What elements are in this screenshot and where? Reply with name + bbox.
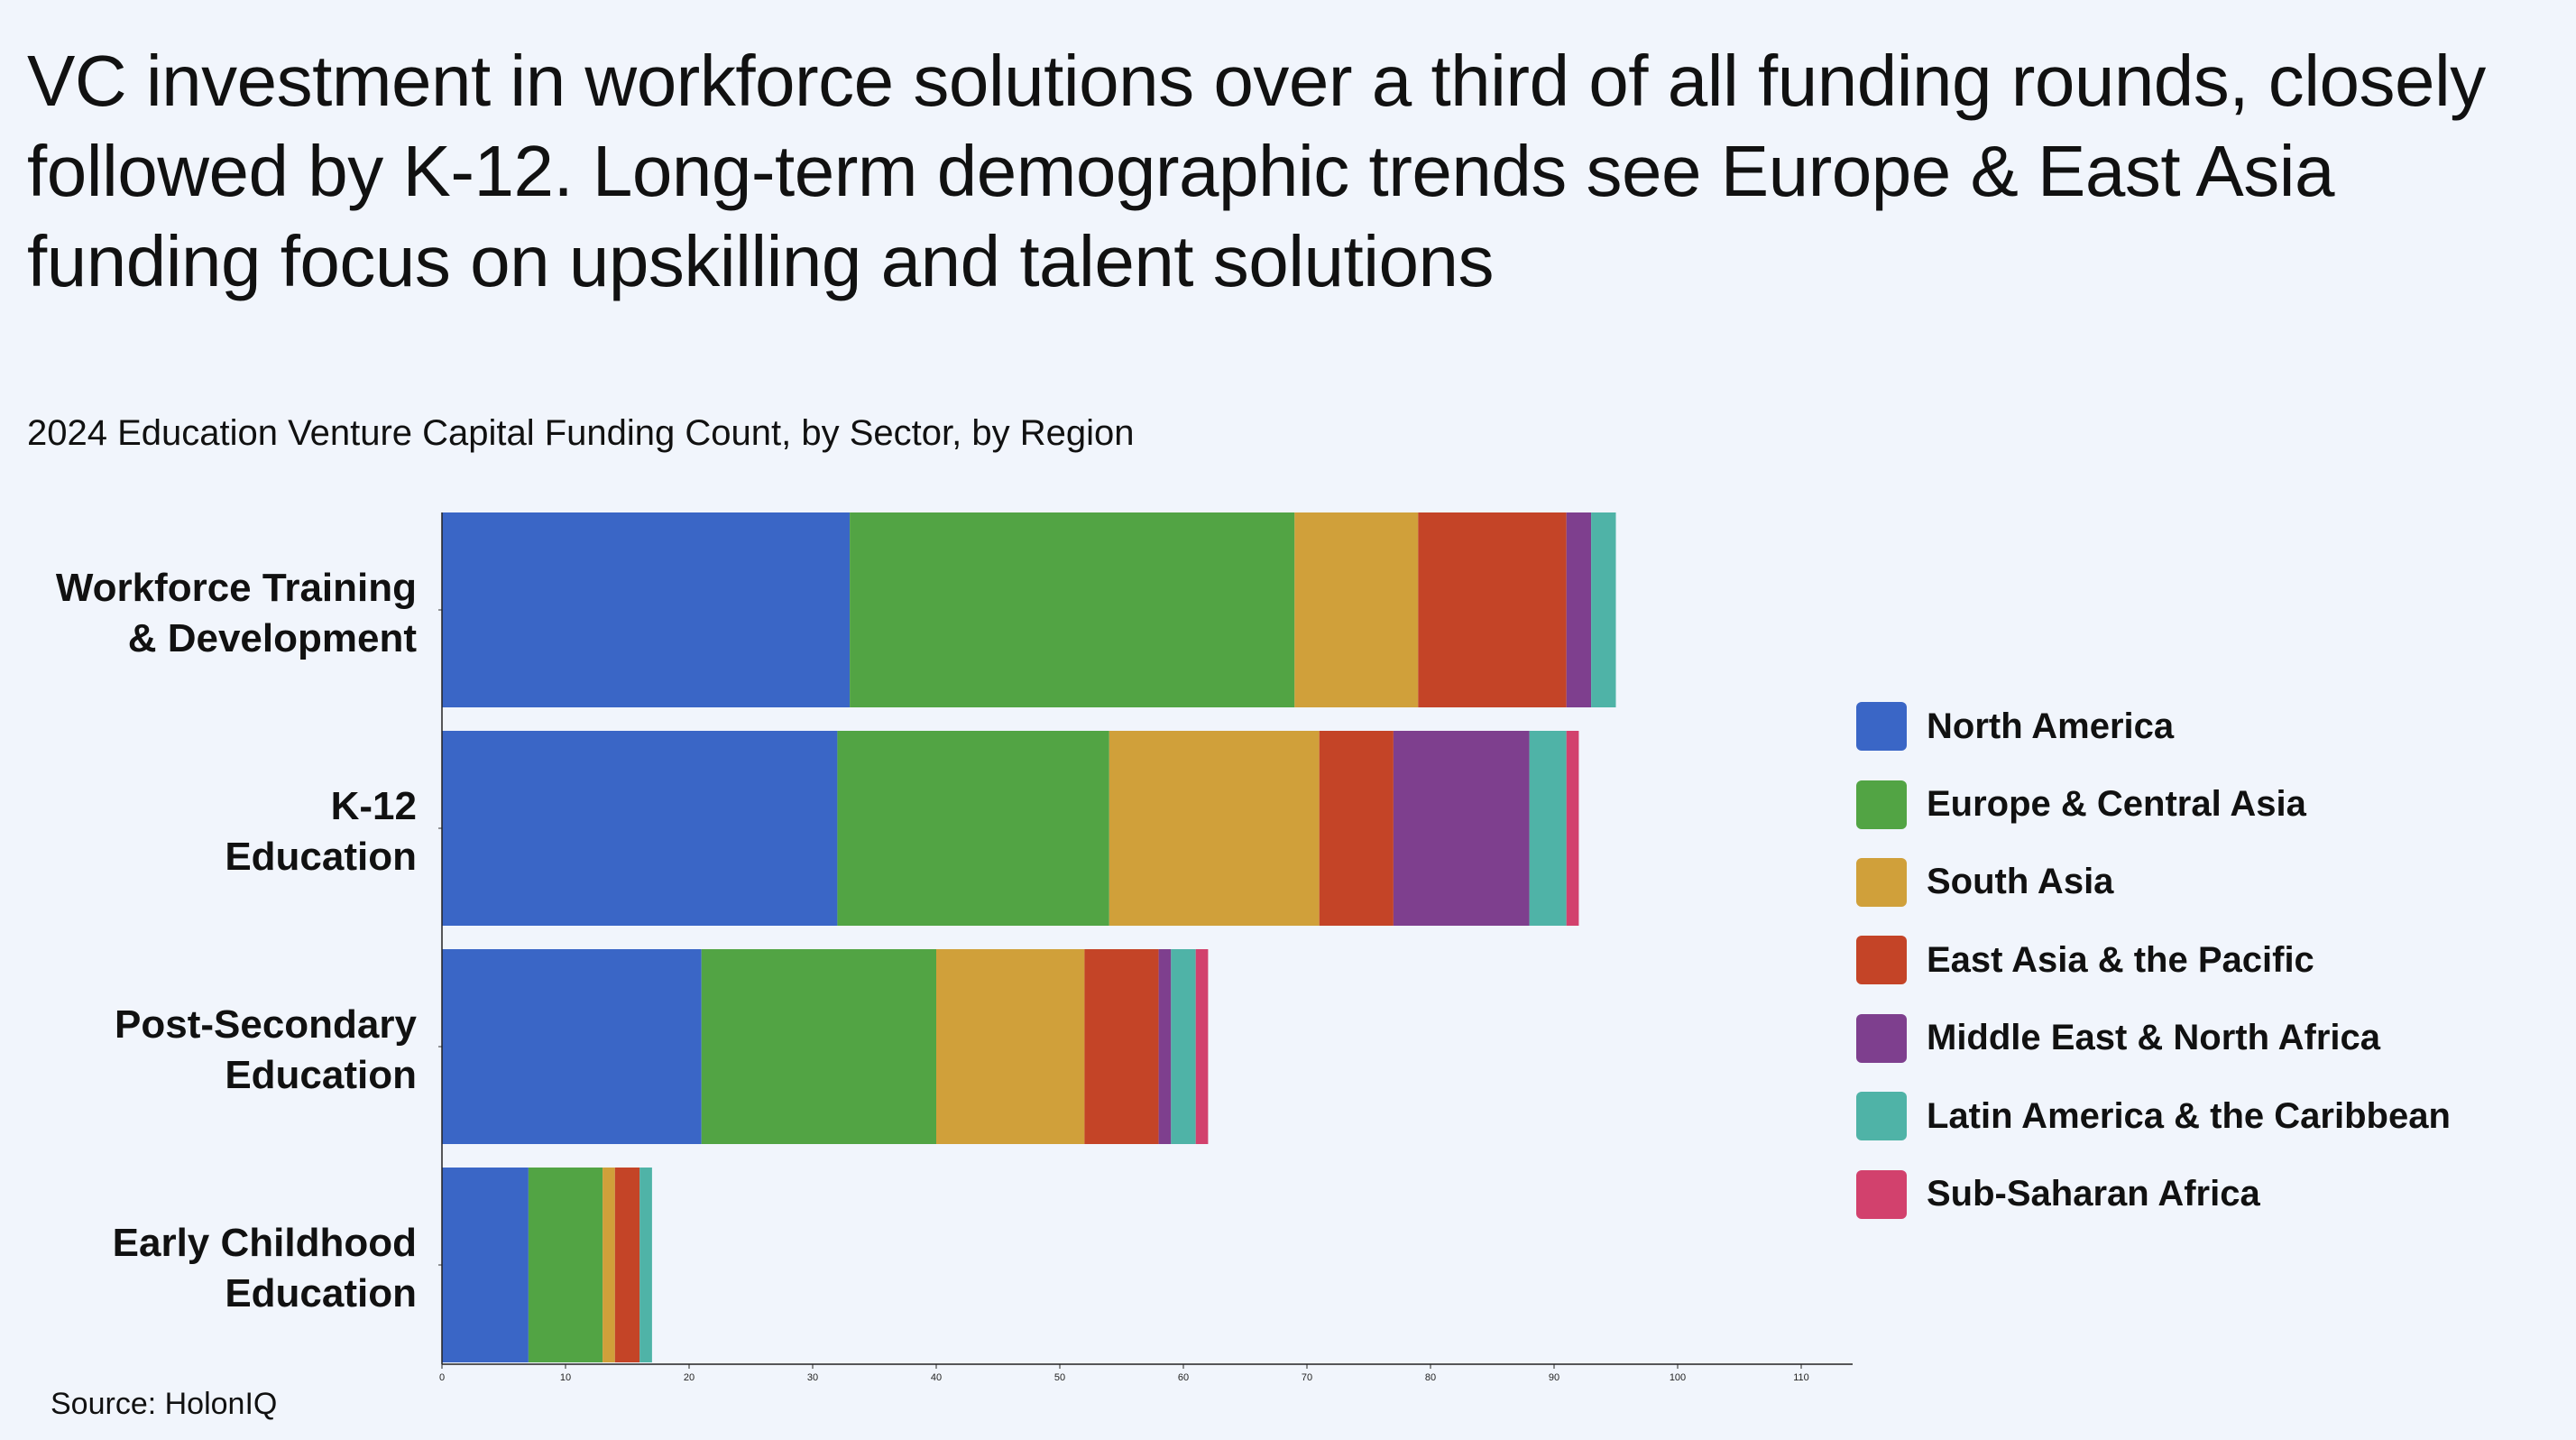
- x-tick-label: 40: [931, 1372, 942, 1383]
- bar-segment-latin-america-and-the-caribbean: [1171, 949, 1196, 1144]
- bar-segment-middle-east-and-north-africa: [1566, 512, 1592, 707]
- legend-item: Middle East & North Africa: [1856, 1000, 2451, 1077]
- legend-swatch: [1856, 857, 1907, 907]
- legend-label: Middle East & North Africa: [1927, 1018, 2381, 1058]
- legend-swatch: [1856, 780, 1907, 829]
- category-label: Early Childhood: [113, 1221, 417, 1265]
- category-label: & Development: [128, 616, 418, 660]
- bar-segment-south-asia: [603, 1168, 615, 1362]
- bar-segment-east-asia-and-the-pacific: [1319, 731, 1394, 926]
- bar-segment-europe-and-central-asia: [837, 731, 1109, 926]
- legend-swatch: [1856, 936, 1907, 985]
- bar-segment-europe-and-central-asia: [528, 1168, 603, 1362]
- legend-label: East Asia & the Pacific: [1927, 939, 2314, 980]
- bar-segment-europe-and-central-asia: [850, 512, 1295, 707]
- x-tick-label: 110: [1793, 1372, 1809, 1383]
- x-tick-label: 100: [1670, 1372, 1686, 1383]
- category-label: Workforce Training: [56, 566, 417, 610]
- bar-segment-south-asia: [936, 949, 1085, 1144]
- legend-swatch: [1856, 702, 1907, 752]
- bar-segment-europe-and-central-asia: [701, 949, 936, 1144]
- bar-segment-middle-east-and-north-africa: [1158, 949, 1172, 1144]
- bar-segment-east-asia-and-the-pacific: [1084, 949, 1159, 1144]
- x-tick-label: 90: [1549, 1372, 1559, 1383]
- x-tick-label: 30: [807, 1372, 818, 1383]
- bar-segment-middle-east-and-north-africa: [1393, 731, 1530, 926]
- bar-segment-east-asia-and-the-pacific: [1418, 512, 1567, 707]
- legend-label: North America: [1927, 706, 2175, 746]
- legend-item: Latin America & the Caribbean: [1856, 1077, 2451, 1155]
- category-label: K-12: [331, 784, 417, 828]
- legend-swatch: [1856, 1013, 1907, 1063]
- x-tick-label: 50: [1054, 1372, 1065, 1383]
- bar-segment-south-asia: [1109, 731, 1320, 926]
- bar-segment-latin-america-and-the-caribbean: [1529, 731, 1567, 926]
- legend-item: East Asia & the Pacific: [1856, 921, 2451, 999]
- chart-subtitle: 2024 Education Venture Capital Funding C…: [27, 413, 1135, 453]
- x-tick-label: 10: [560, 1372, 571, 1383]
- x-tick-label: 0: [439, 1372, 445, 1383]
- legend-item: Europe & Central Asia: [1856, 765, 2451, 843]
- legend-label: Sub-Saharan Africa: [1927, 1174, 2260, 1214]
- x-tick-label: 80: [1425, 1372, 1436, 1383]
- x-tick-label: 60: [1178, 1372, 1189, 1383]
- legend-label: Europe & Central Asia: [1927, 784, 2306, 825]
- category-label: Post-Secondary: [115, 1002, 418, 1047]
- category-label: Education: [225, 1053, 417, 1097]
- category-label: Education: [225, 1271, 417, 1315]
- bar-segment-north-america: [442, 512, 851, 707]
- bar-segment-north-america: [442, 949, 702, 1144]
- source-note: Source: HolonIQ: [51, 1387, 278, 1421]
- bar-segment-sub-saharan-africa: [1195, 949, 1209, 1144]
- bar-segment-north-america: [442, 1168, 529, 1362]
- legend-item: South Asia: [1856, 844, 2451, 921]
- legend-swatch: [1856, 1169, 1907, 1219]
- legend-swatch: [1856, 1092, 1907, 1141]
- x-tick-label: 70: [1302, 1372, 1312, 1383]
- legend-label: South Asia: [1927, 862, 2114, 902]
- headline: VC investment in workforce solutions ove…: [27, 41, 2486, 301]
- bar-segment-latin-america-and-the-caribbean: [1591, 512, 1616, 707]
- bar-segment-latin-america-and-the-caribbean: [639, 1168, 652, 1362]
- bar-segment-east-asia-and-the-pacific: [614, 1168, 640, 1362]
- legend-item: North America: [1856, 688, 2451, 765]
- bar-segment-north-america: [442, 731, 838, 926]
- legend-label: Latin America & the Caribbean: [1927, 1095, 2451, 1136]
- x-tick-label: 20: [684, 1372, 695, 1383]
- bar-segment-south-asia: [1294, 512, 1419, 707]
- legend-item: Sub-Saharan Africa: [1856, 1155, 2451, 1232]
- legend: North America Europe & Central Asia South …: [1856, 688, 2451, 1233]
- bar-segment-sub-saharan-africa: [1566, 731, 1579, 926]
- category-label: Education: [225, 835, 417, 879]
